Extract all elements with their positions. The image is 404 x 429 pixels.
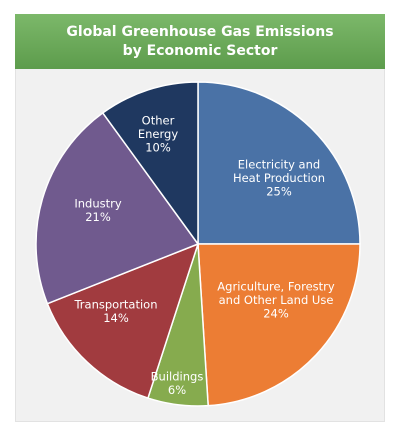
pie-slice-label-3: Transportation 14%: [73, 297, 157, 325]
pie-slice-name: Industry: [74, 196, 121, 210]
pie-slice-3: [46, 242, 200, 400]
pie-slice-name: Other: [142, 114, 175, 128]
pie-slice-name: Buildings: [151, 369, 204, 383]
pie-slice-name: Electricity and: [238, 158, 320, 172]
pie-slice-label-2: Buildings 6%: [151, 369, 204, 397]
chart-title: Global Greenhouse Gas Emissions: [66, 23, 334, 40]
pie-slice-name: Transportation: [73, 297, 157, 311]
pie-slice-4: [35, 111, 200, 305]
pie-slice-value: 6%: [168, 383, 186, 397]
chart-title-bar: Global Greenhouse Gas Emissions by Econo…: [15, 14, 385, 69]
pie-slice-label-0: Electricity and Heat Production 25%: [233, 158, 325, 199]
pie-slice-5: [101, 81, 199, 247]
pie-slice-value: 21%: [85, 210, 111, 224]
pie-slice-name: and Other Land Use: [219, 293, 334, 307]
pie-slice-label-5: Other Energy 10%: [138, 114, 178, 155]
pie-slice-value: 14%: [103, 311, 129, 325]
pie-slices: [35, 81, 361, 407]
pie-slice-value: 25%: [266, 185, 292, 199]
pie-slice-0: [197, 81, 361, 245]
pie-labels: Electricity and Heat Production 25% Agricul…: [73, 114, 334, 397]
pie-slice-name: Agriculture, Forestry: [217, 280, 335, 294]
chart-subtitle: by Economic Sector: [122, 42, 278, 59]
pie-slice-name: Heat Production: [233, 171, 325, 185]
pie-slice-value: 10%: [145, 141, 171, 155]
pie-slice-value: 24%: [263, 307, 289, 321]
pie-slice-label-1: Agriculture, Forestry and Other Land Use 2…: [217, 280, 335, 321]
pie-slice-name: Energy: [138, 127, 178, 141]
pie-slice-label-4: Industry 21%: [74, 196, 121, 224]
pie-slice-1: [197, 243, 361, 407]
